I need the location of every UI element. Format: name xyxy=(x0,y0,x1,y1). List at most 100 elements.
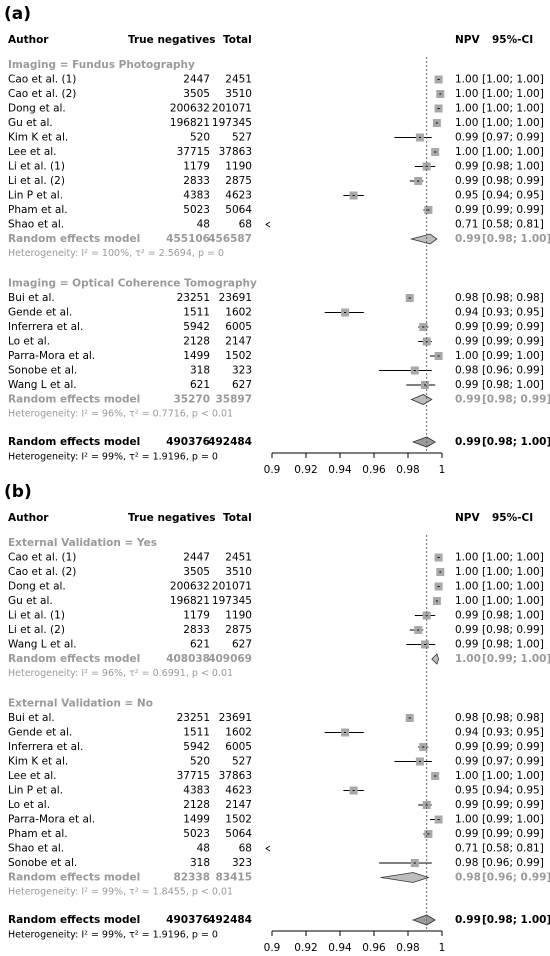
total: 409069 xyxy=(208,653,252,665)
total: 3510 xyxy=(225,566,252,578)
ci-label: [1.00; 1.00] xyxy=(482,595,544,607)
study-author: Wang L et al. xyxy=(8,639,77,651)
total: 2147 xyxy=(225,799,252,811)
true-negatives: 82338 xyxy=(173,872,210,884)
npv-label: 0.99 xyxy=(455,914,481,926)
ci-label: [0.94; 0.95] xyxy=(482,190,544,202)
column-header: True negatives xyxy=(128,34,215,46)
column-header: True negatives xyxy=(128,512,215,524)
npv-label: 0.71 xyxy=(455,219,478,231)
ci-label: [0.58; 0.81] xyxy=(482,843,544,855)
study-author: Sonobe et al. xyxy=(8,365,77,377)
study-author: Pham et al. xyxy=(8,828,68,840)
true-negatives: 318 xyxy=(190,365,210,377)
ci-label: [0.97; 0.99] xyxy=(482,756,544,768)
study-author: Inferrera et al. xyxy=(8,741,83,753)
study-author: Li et al. (2) xyxy=(8,624,65,636)
ci-label: [1.00; 1.00] xyxy=(482,146,544,158)
pooled-diamond xyxy=(410,394,433,405)
true-negatives: 2447 xyxy=(183,74,210,86)
total: 2875 xyxy=(225,175,252,187)
total: 627 xyxy=(232,639,252,651)
npv-label: 0.98 xyxy=(455,857,478,869)
column-header: Author xyxy=(8,512,49,524)
ci-label: [0.96; 0.99] xyxy=(482,365,544,377)
total: 627 xyxy=(232,379,252,391)
study-author: Cao et al. (1) xyxy=(8,552,76,564)
true-negatives: 490376 xyxy=(166,436,210,448)
npv-label: 0.99 xyxy=(455,741,478,753)
npv-label: 0.99 xyxy=(455,436,481,448)
ci-label: [0.98; 0.98] xyxy=(482,292,544,304)
true-negatives: 1511 xyxy=(183,727,210,739)
true-negatives: 35270 xyxy=(173,394,210,406)
ci-label: [0.96; 0.99] xyxy=(482,857,544,869)
total: 201071 xyxy=(212,103,252,115)
true-negatives: 1179 xyxy=(183,161,210,173)
x-tick-label: 0.92 xyxy=(294,942,317,954)
true-negatives: 1499 xyxy=(183,350,210,362)
study-author: Dong et al. xyxy=(8,581,66,593)
npv-label: 0.99 xyxy=(455,799,478,811)
npv-label: 1.00 xyxy=(455,350,478,362)
ci-arrow xyxy=(265,221,271,228)
ci-label: [0.99; 0.99] xyxy=(482,336,544,348)
total: 2451 xyxy=(225,74,252,86)
model-label: Random effects model xyxy=(8,914,140,926)
true-negatives: 48 xyxy=(197,219,210,231)
true-negatives: 5942 xyxy=(183,321,210,333)
x-tick-label: 0.96 xyxy=(362,464,386,476)
group-title: External Validation = No xyxy=(8,698,153,710)
npv-label: 0.98 xyxy=(455,292,478,304)
npv-label: 0.99 xyxy=(455,132,478,144)
pooled-diamond xyxy=(380,872,430,883)
total: 5064 xyxy=(225,204,252,216)
true-negatives: 1511 xyxy=(183,307,210,319)
npv-label: 0.99 xyxy=(455,204,478,216)
study-author: Kim K et al. xyxy=(8,756,68,768)
npv-label: 0.99 xyxy=(455,828,478,840)
true-negatives: 4383 xyxy=(183,190,210,202)
true-negatives: 1179 xyxy=(183,610,210,622)
ci-label: [0.99; 0.99] xyxy=(482,799,544,811)
total: 68 xyxy=(239,219,252,231)
study-author: Li et al. (2) xyxy=(8,175,65,187)
total: 456587 xyxy=(208,233,252,245)
ci-label: [0.98; 1.00] xyxy=(482,233,550,245)
column-header: 95%-CI xyxy=(492,34,533,46)
npv-label: 1.00 xyxy=(455,566,478,578)
study-author: Gende et al. xyxy=(8,307,72,319)
npv-label: 1.00 xyxy=(455,595,478,607)
true-negatives: 520 xyxy=(190,756,210,768)
ci-label: [0.99; 0.99] xyxy=(482,204,544,216)
model-label: Random effects model xyxy=(8,394,140,406)
ci-label: [0.99; 1.00] xyxy=(482,653,550,665)
model-label: Random effects model xyxy=(8,653,140,665)
ci-label: [0.98; 1.00] xyxy=(482,161,544,173)
study-author: Bui et al. xyxy=(8,712,55,724)
x-tick-label: 0.94 xyxy=(328,464,352,476)
ci-label: [0.93; 0.95] xyxy=(482,307,544,319)
column-header: Total xyxy=(223,34,252,46)
true-negatives: 520 xyxy=(190,132,210,144)
model-label: Random effects model xyxy=(8,872,140,884)
total: 37863 xyxy=(219,146,252,158)
study-author: Bui et al. xyxy=(8,292,55,304)
true-negatives: 2128 xyxy=(183,336,210,348)
true-negatives: 200632 xyxy=(170,581,210,593)
study-author: Lin P et al. xyxy=(8,190,63,202)
true-negatives: 3505 xyxy=(183,566,210,578)
heterogeneity: Heterogeneity: I² = 99%, τ² = 1.9196, p … xyxy=(8,930,218,941)
study-author: Pham et al. xyxy=(8,204,68,216)
study-author: Li et al. (1) xyxy=(8,610,65,622)
total: 527 xyxy=(232,756,252,768)
ci-label: [0.99; 0.99] xyxy=(482,321,544,333)
column-header: NPV xyxy=(455,34,480,46)
npv-label: 1.00 xyxy=(455,74,478,86)
ci-label: [0.99; 1.00] xyxy=(482,814,544,826)
true-negatives: 621 xyxy=(190,379,210,391)
total: 6005 xyxy=(225,741,252,753)
study-author: Parra-Mora et al. xyxy=(8,350,95,362)
ci-label: [1.00; 1.00] xyxy=(482,103,544,115)
